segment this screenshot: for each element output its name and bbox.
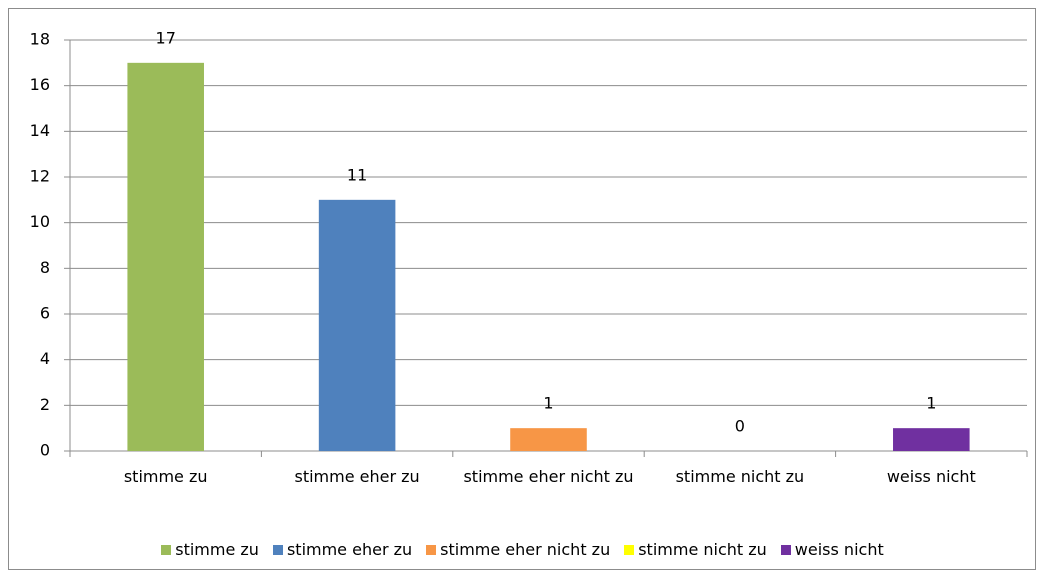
legend-item: stimme eher nicht zu [426,540,610,559]
x-tick-label: stimme nicht zu [675,467,805,486]
value-label: 1 [926,394,936,413]
bar [318,199,396,451]
y-tick-label: 6 [40,304,50,323]
value-label: 1 [543,394,553,413]
y-tick-label: 18 [30,30,50,49]
legend-label: stimme zu [175,540,259,559]
x-tick-label: stimme eher zu [294,467,420,486]
legend-item: stimme eher zu [272,540,413,559]
y-tick-label: 14 [30,121,50,140]
y-tick-label: 4 [40,349,50,368]
legend-label: weiss nicht [794,540,884,559]
value-label: 11 [347,165,367,184]
legend-swatch [780,544,791,555]
chart-border [8,8,1036,570]
y-tick-label: 10 [30,212,50,231]
x-tick-label: stimme zu [123,467,208,486]
legend-swatch [161,544,172,555]
legend-label: stimme eher nicht zu [440,540,611,559]
legend-swatch [272,544,283,555]
bar [893,428,970,451]
legend-item: stimme nicht zu [624,540,767,559]
y-tick-label: 8 [40,258,50,277]
legend: stimme zu stimme eher zu stimme eher nicht… [0,540,1045,559]
value-label: 17 [156,28,176,47]
y-tick-label: 2 [40,395,50,414]
legend-item: stimme zu [161,540,259,559]
legend-swatch [426,544,437,555]
bar [510,428,587,451]
legend-label: stimme nicht zu [638,540,767,559]
x-tick-label: weiss nicht [886,467,976,486]
y-tick-label: 12 [30,167,50,186]
x-tick-label: stimme eher nicht zu [463,467,634,486]
y-tick-label: 0 [40,441,50,460]
bar [127,62,204,451]
legend-label: stimme eher zu [286,540,413,559]
y-tick-label: 16 [30,75,50,94]
value-label: 0 [735,417,745,436]
legend-item: weiss nicht [780,540,884,559]
legend-swatch [624,544,635,555]
